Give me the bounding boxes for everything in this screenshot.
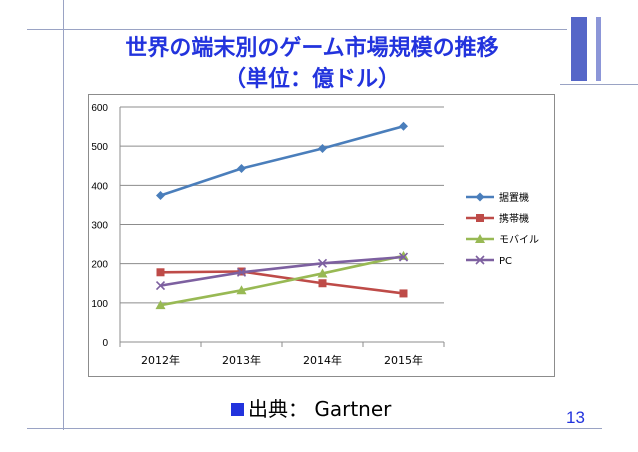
data-point (399, 121, 408, 131)
page-number: 13 (566, 408, 585, 427)
source-name: Gartner (314, 397, 392, 421)
source-line: 出典： Gartner (231, 393, 391, 422)
data-point (237, 163, 246, 173)
decorative-bottom-line (27, 428, 602, 429)
data-point (236, 267, 247, 277)
data-point (155, 300, 166, 310)
series-line (160, 254, 404, 307)
legend-label: 携帯機 (499, 212, 529, 225)
series-line (160, 255, 404, 287)
data-point (236, 285, 247, 295)
data-point (318, 279, 327, 288)
source-label: 出典： (248, 397, 308, 421)
data-point (318, 144, 327, 154)
data-point (317, 268, 328, 278)
y-tick-label: 300 (91, 221, 108, 232)
decorative-stripe (596, 17, 601, 81)
data-point (155, 281, 166, 291)
legend-label: モバイル (499, 234, 539, 246)
legend-marker (476, 214, 484, 222)
legend-label: 据置機 (499, 191, 529, 204)
legend-marker (475, 255, 485, 265)
slide-subtitle: （単位：億ドル） (223, 67, 400, 92)
legend-marker (475, 234, 485, 243)
series-line (160, 124, 404, 197)
y-tick-label: 200 (91, 260, 108, 271)
data-point (399, 289, 408, 298)
slide-title-block: 世界の端末別のゲーム市場規模の推移 （単位：億ドル） (64, 33, 560, 95)
square-bullet-icon (231, 403, 244, 416)
x-tick-label: 2013年 (222, 353, 261, 367)
slide-title: 世界の端末別のゲーム市場規模の推移 (125, 36, 499, 61)
data-point (398, 252, 409, 262)
data-point (156, 268, 165, 277)
x-tick-label: 2014年 (303, 353, 342, 367)
series-line (160, 270, 404, 295)
y-tick-label: 500 (91, 142, 108, 153)
decorative-right-line (560, 84, 638, 85)
legend-marker (475, 192, 485, 202)
decorative-top-line (27, 29, 567, 30)
chart-frame (88, 94, 555, 377)
y-tick-label: 600 (91, 103, 108, 114)
y-tick-label: 100 (91, 299, 108, 310)
x-tick-label: 2012年 (141, 353, 180, 367)
y-tick-label: 0 (102, 338, 108, 349)
legend-label: PC (499, 256, 512, 267)
y-tick-label: 400 (91, 181, 108, 192)
decorative-vertical-line (63, 0, 64, 430)
decorative-block (571, 17, 587, 81)
data-point (317, 258, 328, 268)
x-tick-label: 2015年 (384, 353, 423, 367)
data-point (156, 191, 165, 201)
